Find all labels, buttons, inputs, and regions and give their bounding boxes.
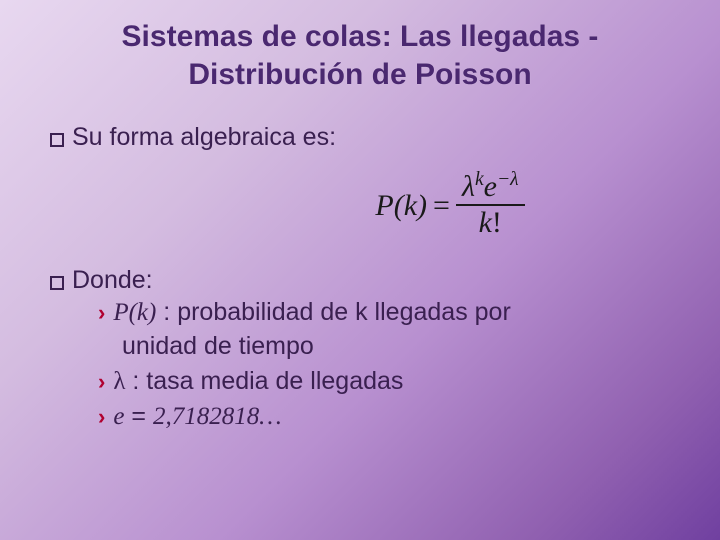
formula-exp-neglambda: −λ — [497, 169, 519, 190]
formula-equals: = — [433, 189, 450, 223]
bullet-intro: Su forma algebraica es: — [50, 123, 670, 152]
definition-pk-cont: unidad de tiempo — [50, 330, 670, 364]
formula-fraction: λke−λ k! — [456, 168, 525, 240]
title-line-1: Sistemas de colas: Las llegadas - — [122, 20, 599, 53]
pk-desc-a: : probabilidad de k llegadas por — [156, 298, 510, 326]
var-pk: P(k) — [113, 299, 156, 326]
bullet-intro-text: Su forma algebraica es: — [72, 123, 336, 152]
formula-denominator: k! — [473, 206, 508, 240]
bullet-donde: Donde: — [50, 266, 670, 295]
e-value: 2,7182818… — [153, 403, 281, 430]
slide-title: Sistemas de colas: Las llegadas - Distri… — [0, 0, 720, 93]
square-bullet-icon — [50, 276, 64, 290]
chevron-icon: › — [98, 402, 105, 433]
lambda-desc: : tasa media de llegadas — [125, 367, 403, 395]
chevron-icon: › — [98, 367, 105, 398]
definition-e: › e = 2,7182818… — [50, 399, 670, 434]
square-bullet-icon — [50, 133, 64, 147]
definition-pk-text: P(k) : probabilidad de k llegadas por — [113, 295, 670, 330]
formula-exp-k: k — [475, 169, 484, 190]
var-lambda: λ — [113, 368, 125, 395]
var-e: e — [113, 403, 124, 430]
formula-lambda: λ — [462, 170, 475, 203]
formula-e: e — [484, 170, 497, 203]
donde-label: Donde: — [72, 266, 153, 295]
e-equals: = — [124, 402, 153, 430]
chevron-icon: › — [98, 298, 105, 329]
donde-block: Donde: › P(k) : probabilidad de k llegad… — [50, 266, 670, 434]
formula-factorial: ! — [492, 206, 502, 239]
formula-lhs: P(k) — [375, 189, 427, 223]
definition-e-text: e = 2,7182818… — [113, 399, 670, 434]
poisson-formula: P(k) = λke−λ k! — [230, 170, 670, 242]
definition-lambda-text: λ : tasa media de llegadas — [113, 364, 670, 399]
formula-den-k: k — [479, 206, 492, 239]
definition-pk: › P(k) : probabilidad de k llegadas por — [50, 295, 670, 330]
formula-numerator: λke−λ — [456, 168, 525, 204]
title-line-2: Distribución de Poisson — [188, 58, 531, 91]
definition-lambda: › λ : tasa media de llegadas — [50, 364, 670, 399]
slide-content: Su forma algebraica es: P(k) = λke−λ k! … — [0, 93, 720, 434]
